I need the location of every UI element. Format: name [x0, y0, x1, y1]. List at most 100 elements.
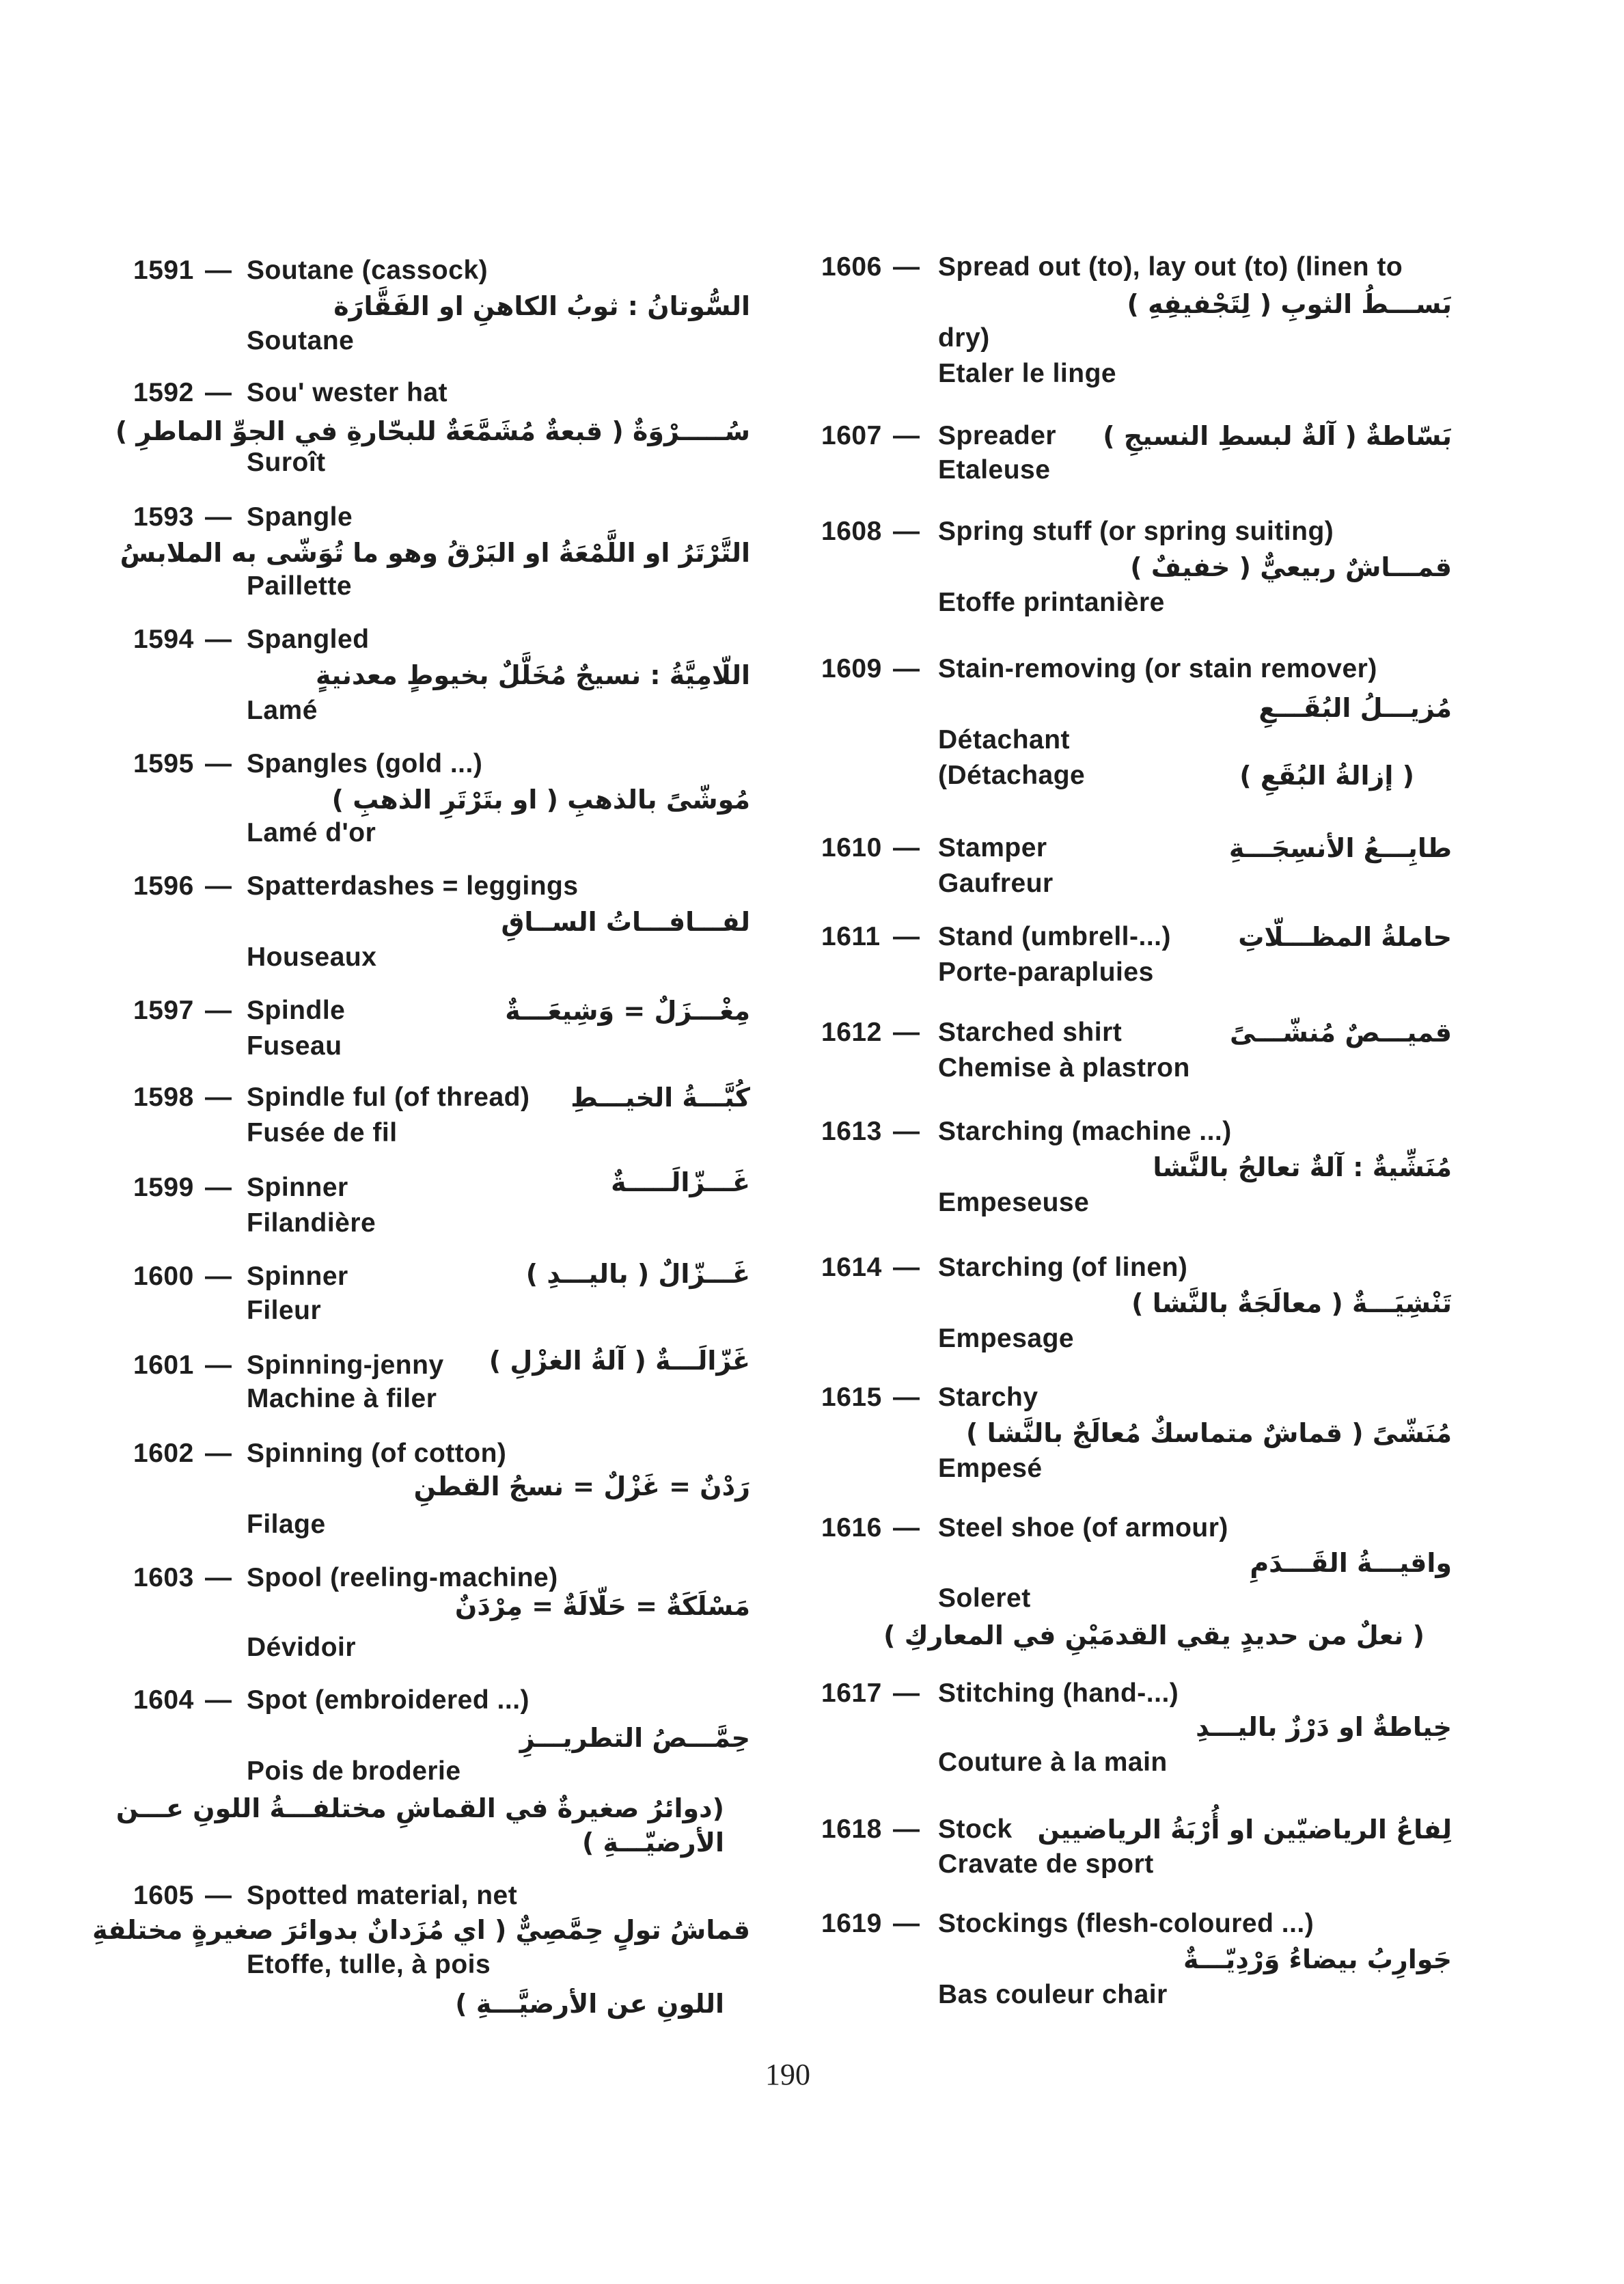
arabic-translation: سُـــــرْوَةٌ ( قبعةٌ مُشَمَّعَةٌ للبحّا… [115, 416, 750, 446]
entry-number: 1597 [133, 996, 194, 1025]
arabic-translation: مُوشّىً بالذهبِ ( او بتَرْتَرِ الذهبِ ) [331, 785, 750, 815]
arabic-translation: تَنْشِيَـــةٌ ( معالَجَةٌ بالنَّشا ) [1131, 1288, 1452, 1318]
entry-number: 1593 [133, 502, 194, 532]
entry-separator: — [893, 1909, 920, 1938]
headword: Spool (reeling-machine) [247, 1563, 558, 1592]
entry-separator: — [893, 421, 920, 450]
french-translation: Etoffe printanière [938, 588, 1165, 617]
french-translation: Soleret [938, 1583, 1031, 1613]
french-translation: Filage [247, 1510, 326, 1539]
headword: Spinning (of cotton) [247, 1439, 507, 1468]
entry-separator: — [205, 1881, 232, 1910]
french-translation: Machine à filer [247, 1384, 437, 1413]
entry-number: 1602 [133, 1439, 194, 1468]
entry-number: 1591 [133, 256, 194, 285]
entry-separator: — [205, 378, 232, 407]
arabic-translation: جَوارِبُ بيضاءُ وَرْدِيّـــةٌ [1183, 1944, 1452, 1974]
arabic-translation: حِمَّـــصُ التطريـــزِ [519, 1723, 750, 1753]
entry-separator: — [893, 252, 920, 282]
entry-separator: — [893, 1678, 920, 1708]
french-translation: Gaufreur [938, 869, 1054, 898]
headword: Spinning-jenny [247, 1350, 444, 1380]
arabic-translation: غَـــزّالَـــــةٌ [611, 1167, 750, 1197]
headword: Spinner [247, 1173, 348, 1202]
entry-number: 1605 [133, 1881, 194, 1910]
entry-separator: — [893, 1018, 920, 1047]
entry-separator: — [205, 256, 232, 285]
entry-number: 1594 [133, 625, 194, 654]
arabic-translation: طابِـــعُ الأنسِجَـــةِ [1228, 833, 1452, 863]
french-translation: Empesage [938, 1324, 1075, 1353]
french-translation: Empeseuse [938, 1188, 1090, 1217]
headword: Starching (machine ...) [938, 1117, 1232, 1146]
headword: Spangled [247, 625, 370, 654]
entry-separator: — [893, 1383, 920, 1412]
french-translation: Fusée de fil [247, 1118, 398, 1147]
french-translation: Couture à la main [938, 1748, 1168, 1777]
arabic-translation: خِياطةٌ او دَرْزٌ باليـــدِ [1196, 1712, 1452, 1742]
headword: Spatterdashes = leggings [247, 871, 579, 901]
entry-number: 1606 [821, 252, 882, 282]
french-translation: Lamé d'or [247, 818, 376, 847]
headword: Stamper [938, 833, 1047, 862]
arabic-translation: ( نعلٌ من حديدٍ يقي القدمَيْنِ في المعار… [883, 1620, 1425, 1650]
french-translation: Etoffe, tulle, à pois [247, 1950, 491, 1979]
french-translation: Cravate de sport [938, 1849, 1154, 1879]
headword: Spindle ful (of thread) [247, 1083, 530, 1112]
headword: Spangle [247, 502, 353, 532]
arabic-translation: مَسْلَكَةٌ = حَلّالَةٌ = مِرْدَنٌ [454, 1591, 750, 1621]
entry-number: 1617 [821, 1678, 882, 1708]
entry-number: 1607 [821, 421, 882, 450]
arabic-translation: التَّرْتَرُ او اللَّمْعَةُ او البَرْقُ و… [120, 538, 750, 568]
headword: Starchy [938, 1383, 1038, 1412]
arabic-note: (دوائرُ صغيرةٌ في القماشِ مختلفـــةُ الل… [115, 1793, 724, 1823]
arabic-translation: واقيـــةُ القَـــدَمِ [1250, 1548, 1452, 1578]
french-translation: Dévidoir [247, 1633, 357, 1662]
entry-number: 1610 [821, 833, 882, 862]
entry-number: 1615 [821, 1383, 882, 1412]
french-translation: Etaler le linge [938, 359, 1117, 388]
entry-separator: — [893, 922, 920, 951]
french-translation: Pois de broderie [247, 1756, 461, 1786]
entry-separator: — [205, 1439, 232, 1468]
french-translation: Houseaux [247, 942, 377, 972]
entry-separator: — [205, 996, 232, 1025]
headword: Spring stuff (or spring suiting) [938, 517, 1334, 546]
arabic-translation: لفـــافـــاتُ الســاقِ [501, 907, 750, 937]
entry-number: 1614 [821, 1253, 882, 1282]
entry-separator: — [205, 1083, 232, 1112]
french-translation: Soutane [247, 326, 355, 355]
headword: Spot (embroidered ...) [247, 1685, 530, 1715]
french-translation: Porte-parapluies [938, 957, 1154, 987]
arabic-note: الأرضيّـــةِ ) [581, 1827, 724, 1858]
headword: Spreader [938, 421, 1057, 450]
french-translation: (Détachage [938, 761, 1086, 790]
entry-separator: — [205, 871, 232, 901]
headword: Spotted material, net [247, 1881, 518, 1910]
arabic-translation: غَزّالَـــةٌ ( آلةُ الغزْلِ ) [488, 1346, 750, 1376]
entry-separator: — [205, 625, 232, 654]
entry-separator: — [205, 1262, 232, 1291]
french-translation: Empesé [938, 1454, 1043, 1483]
arabic-translation: مُزيـــلُ البُقَـــعِ [1258, 693, 1452, 723]
headword: Spinner [247, 1262, 348, 1291]
french-translation: Etaleuse [938, 455, 1051, 485]
entry-separator: — [205, 1563, 232, 1592]
entry-number: 1608 [821, 517, 882, 546]
entry-separator: — [205, 1173, 232, 1202]
page-number: 190 [765, 2058, 810, 2091]
headword-continuation: dry) [938, 323, 990, 353]
arabic-translation: السُّوتانُ : ثوبُ الكاهنِ او الفَقَّارَة [333, 291, 750, 321]
headword: Stitching (hand-...) [938, 1678, 1179, 1708]
french-translation: Fuseau [247, 1031, 342, 1061]
french-translation: Suroît [247, 448, 326, 477]
entry-separator: — [893, 833, 920, 862]
french-translation: Chemise à plastron [938, 1053, 1190, 1083]
french-translation: Fileur [247, 1296, 322, 1325]
entry-separator: — [205, 502, 232, 532]
entry-number: 1612 [821, 1018, 882, 1047]
entry-separator: — [893, 1117, 920, 1146]
entry-number: 1604 [133, 1685, 194, 1715]
french-translation: Paillette [247, 571, 353, 601]
